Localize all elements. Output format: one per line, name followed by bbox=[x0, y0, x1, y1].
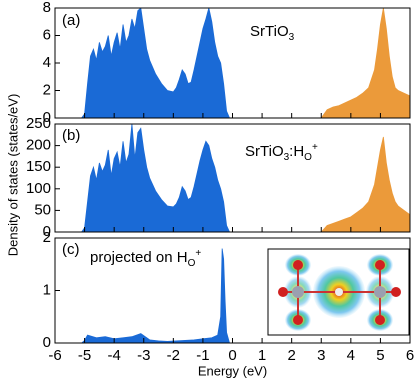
y-tick-label: 200 bbox=[26, 137, 51, 154]
y-tick-label: 100 bbox=[26, 180, 51, 197]
x-tick-label: 4 bbox=[347, 347, 355, 364]
y-tick-label: 6 bbox=[43, 26, 51, 43]
atom bbox=[293, 260, 303, 270]
atom bbox=[374, 286, 386, 298]
annotation: projected on HO+ bbox=[90, 248, 201, 269]
annotation-part: SrTiO bbox=[250, 23, 289, 40]
atom bbox=[292, 286, 304, 298]
y-tick-label: 150 bbox=[26, 158, 51, 175]
annotation-part: SrTiO bbox=[245, 143, 284, 160]
x-tick-label: 5 bbox=[376, 347, 384, 364]
y-tick-label: 0 bbox=[43, 109, 51, 126]
y-tick-label: 50 bbox=[34, 201, 51, 218]
y-tick-label: 4 bbox=[43, 54, 51, 71]
dos-area bbox=[81, 8, 230, 118]
x-tick-label: -4 bbox=[107, 347, 120, 364]
atom bbox=[293, 315, 303, 325]
y-tick-label: 8 bbox=[43, 0, 51, 16]
dos-area bbox=[320, 8, 410, 118]
x-tick-label: 3 bbox=[317, 347, 325, 364]
annotation-part: + bbox=[312, 142, 318, 153]
annotation: SrTiO3 bbox=[250, 23, 295, 43]
y-tick-label: 2 bbox=[43, 81, 51, 98]
panel-label: (b) bbox=[62, 127, 80, 144]
x-axis-label: Energy (eV) bbox=[198, 363, 267, 378]
annotation-part: O bbox=[188, 258, 196, 269]
x-tick-label: 2 bbox=[287, 347, 295, 364]
annotation-part: + bbox=[195, 248, 201, 259]
annotation-part: O bbox=[304, 152, 312, 163]
x-tick-label: -6 bbox=[48, 347, 61, 364]
annotation-part: projected on H bbox=[90, 249, 188, 266]
atom bbox=[278, 287, 288, 297]
annotation: SrTiO3:HO+ bbox=[245, 142, 318, 163]
atom bbox=[375, 315, 385, 325]
x-tick-label: -5 bbox=[78, 347, 91, 364]
dos-area bbox=[81, 248, 230, 343]
x-tick-label: 6 bbox=[406, 347, 414, 364]
dos-area bbox=[81, 124, 230, 232]
atom bbox=[375, 260, 385, 270]
y-tick-label: 1 bbox=[43, 281, 51, 298]
x-tick-label: -3 bbox=[137, 347, 150, 364]
dos-area bbox=[320, 136, 410, 232]
atom bbox=[335, 288, 343, 296]
x-tick-label: -2 bbox=[167, 347, 180, 364]
x-tick-label: -1 bbox=[196, 347, 209, 364]
x-tick-label: 1 bbox=[258, 347, 266, 364]
y-tick-label: 0 bbox=[43, 223, 51, 240]
inset-image bbox=[267, 248, 410, 336]
y-axis-label: Density of states (states/eV) bbox=[5, 94, 20, 257]
y-tick-label: 2 bbox=[43, 229, 51, 246]
panel-label: (c) bbox=[62, 241, 80, 258]
y-tick-label: 250 bbox=[26, 115, 51, 132]
panel-label: (a) bbox=[62, 12, 80, 29]
x-tick-label: 0 bbox=[228, 347, 236, 364]
annotation-part: 3 bbox=[289, 32, 295, 43]
y-tick-label: 0 bbox=[43, 334, 51, 351]
atom bbox=[391, 287, 401, 297]
annotation-part: :H bbox=[289, 143, 304, 160]
annotation-part: 3 bbox=[284, 152, 290, 163]
